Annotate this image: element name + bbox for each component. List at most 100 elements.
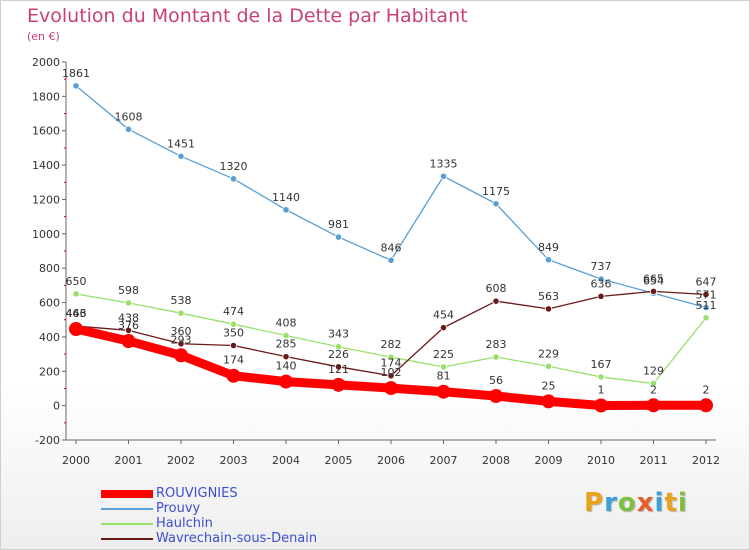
data-label: 282 [381,338,402,351]
data-point [387,353,395,361]
data-point [489,389,503,404]
data-point [226,368,241,383]
data-label: 376 [118,319,139,332]
data-label: 56 [489,374,503,387]
data-point [384,381,398,396]
y-tick-label: 2000 [32,56,60,69]
data-label: 25 [542,379,556,392]
x-tick-label: 2001 [115,454,143,467]
legend-swatch [101,523,153,525]
data-point [124,125,133,133]
data-label: 1861 [62,67,90,80]
data-point [492,297,500,305]
data-point [492,200,500,208]
data-point [229,175,238,183]
x-tick-label: 2002 [167,454,195,467]
data-point [121,334,136,349]
data-label: 225 [433,348,454,361]
y-tick-label: 600 [39,297,60,310]
legend-swatch [101,490,153,498]
data-point [229,320,238,328]
data-point [702,303,710,312]
data-point [594,398,608,413]
data-label: 174 [381,357,402,370]
data-point [702,314,710,322]
data-label: 446 [66,307,87,320]
y-tick-label: 1000 [32,228,60,241]
y-tick-label: 400 [39,331,60,344]
data-point [229,341,238,350]
data-label: 174 [223,354,244,367]
data-label: 598 [118,284,139,297]
logo-letter: i [654,488,665,518]
data-point [597,373,605,381]
data-point [646,398,661,413]
data-label: 2 [650,383,657,396]
data-point [334,363,343,371]
data-point [72,82,80,90]
data-point [702,290,710,299]
data-label: 2 [703,383,710,396]
data-point [439,363,448,371]
logo-letter: t [664,488,678,518]
data-label: 981 [328,218,349,231]
data-point [699,398,713,413]
data-point [124,326,133,334]
data-label: 654 [643,274,664,287]
data-point [541,394,556,409]
x-tick-label: 2011 [640,454,668,467]
data-label: 360 [171,325,192,338]
data-point [387,256,395,264]
x-tick-label: 2000 [62,454,90,467]
data-label: 81 [437,370,451,383]
data-point [282,206,290,214]
data-label: 343 [328,328,349,341]
data-label: 665 [643,272,664,285]
data-label: 350 [223,327,244,340]
data-label: 140 [276,360,297,373]
data-point [492,353,500,361]
data-point [334,233,343,241]
data-label: 1320 [220,160,248,173]
x-tick-label: 2003 [220,454,248,467]
logo-letter: i [677,488,688,518]
data-label: 1451 [167,137,195,150]
data-label: 167 [591,358,612,371]
data-label: 846 [381,241,402,254]
data-label: 229 [538,347,559,360]
data-point [174,348,188,363]
data-label: 538 [171,294,192,307]
y-tick-label: 1400 [32,159,60,172]
data-label: 474 [223,305,244,318]
data-point [597,292,605,300]
data-point [177,152,185,160]
data-point [649,287,658,295]
chart-title: Evolution du Montant de la Dette par Hab… [27,5,468,27]
legend-label: Haulchin [156,516,213,531]
data-label: 129 [643,364,664,377]
data-label: 511 [696,299,717,312]
x-tick-label: 2004 [272,454,300,467]
data-label: 408 [276,317,297,330]
proxiti-logo: Proxiti [584,488,688,518]
x-tick-label: 2007 [430,454,458,467]
logo-letter: r [604,488,618,518]
data-label: 1 [598,383,605,396]
data-point [544,305,553,313]
y-tick-label: 1800 [32,90,60,103]
data-point [69,322,83,337]
data-label: 1608 [115,110,143,123]
legend-swatch [101,508,153,510]
data-point [597,275,605,283]
data-point [124,299,133,307]
data-label: 571 [696,289,717,302]
data-point [282,353,290,361]
data-point [334,343,343,351]
data-label: 283 [486,338,507,351]
data-point [177,340,185,348]
logo-letter: x [636,488,655,518]
y-tick-label: 1200 [32,193,60,206]
data-point [649,379,658,388]
data-label: 647 [696,275,717,288]
